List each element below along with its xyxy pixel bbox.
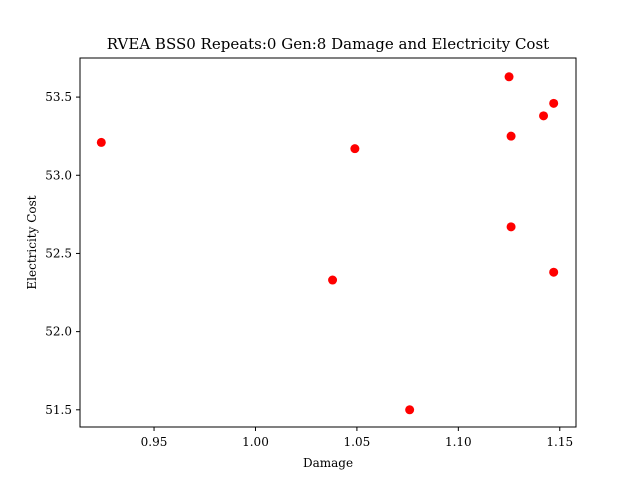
data-point [506, 131, 516, 141]
y-tick-label: 52.0 [45, 325, 72, 339]
data-point [405, 405, 415, 415]
data-points [96, 72, 559, 415]
plot-frame [79, 57, 577, 428]
data-point [549, 98, 559, 108]
y-tick-label: 53.0 [45, 168, 72, 182]
y-tick-label: 52.5 [45, 246, 72, 260]
x-tick-label: 1.05 [344, 435, 371, 449]
y-tick-label: 53.5 [45, 90, 72, 104]
y-tick-label: 51.5 [45, 403, 72, 417]
x-tick-label: 0.95 [141, 435, 168, 449]
x-tick-label: 1.10 [445, 435, 472, 449]
data-point [549, 267, 559, 277]
y-axis-label: Electricity Cost [25, 195, 39, 289]
x-axis-label: Damage [303, 456, 353, 470]
data-point [539, 111, 549, 121]
x-tick-label: 1.00 [242, 435, 269, 449]
data-point [96, 137, 106, 147]
data-point [350, 144, 360, 154]
data-point [506, 222, 516, 232]
data-point [504, 72, 514, 82]
data-point [328, 275, 338, 285]
x-tick-label: 1.15 [546, 435, 573, 449]
axes: 0.95 1.00 1.05 1.10 1.15 51.5 52.0 52.5 53.0 53.5 [45, 57, 577, 449]
chart-title: RVEA BSS0 Repeats:0 Gen:8 Damage and Ele… [107, 35, 549, 53]
